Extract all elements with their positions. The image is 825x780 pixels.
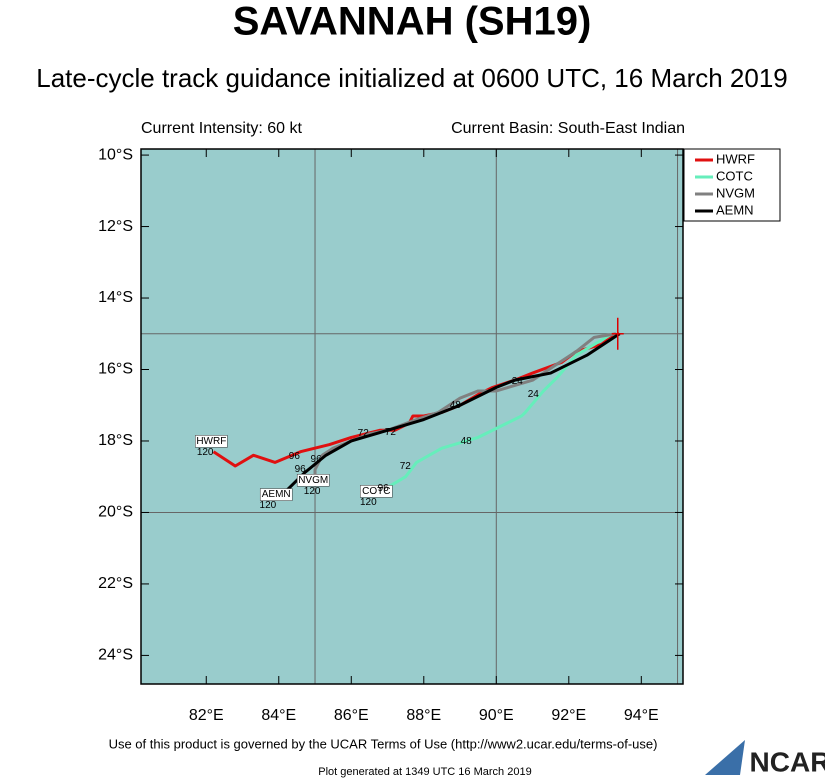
track-line <box>212 332 617 468</box>
y-tick-label: 20°S <box>98 504 133 521</box>
model-label: HWRF <box>196 436 226 447</box>
hour-label: 24 <box>512 376 524 387</box>
track-line <box>379 332 614 493</box>
model-label: AEMN <box>262 489 291 500</box>
y-tick-label: 24°S <box>98 647 133 664</box>
model-label: COTC <box>362 486 390 497</box>
legend-label: COTC <box>716 168 753 183</box>
y-tick-label: 14°S <box>98 289 133 306</box>
legend: HWRF COTC NVGM AEMN <box>683 148 781 222</box>
logo-text: NCAR <box>750 746 825 777</box>
hour-label: 120 <box>260 500 277 511</box>
label-box <box>360 485 393 498</box>
logo: NCAR <box>705 740 825 777</box>
hour-label: 120 <box>360 497 377 508</box>
logo-shape <box>705 740 745 775</box>
hour-label: 96 <box>289 451 301 462</box>
hour-label: 48 <box>461 436 473 447</box>
chart-subtitle: Late-cycle track guidance initialized at… <box>36 63 788 93</box>
info-left: Current Intensity: 60 kt <box>141 120 303 137</box>
label-box <box>296 474 330 487</box>
x-tick-label: 82°E <box>189 707 224 724</box>
hour-label: 72 <box>358 428 370 439</box>
y-tick-label: 22°S <box>98 575 133 592</box>
info-right: Current Basin: South-East Indian <box>451 120 685 137</box>
y-tick-label: 12°S <box>98 218 133 235</box>
legend-label: HWRF <box>716 151 755 166</box>
hour-label: 72 <box>385 427 397 438</box>
x-tick-label: 92°E <box>551 707 586 724</box>
legend-label: AEMN <box>716 202 754 217</box>
generated-note: Plot generated at 1349 UTC 16 March 2019 <box>318 766 531 778</box>
hour-label: 48 <box>450 400 462 411</box>
x-tick-label: 90°E <box>479 707 514 724</box>
model-label: NVGM <box>298 475 328 486</box>
track-line <box>277 332 621 500</box>
x-tick-label: 88°E <box>406 707 441 724</box>
footer: Use of this product is governed by the U… <box>109 736 658 751</box>
label-box <box>259 488 293 501</box>
y-tick-label: 16°S <box>98 361 133 378</box>
hour-label: 72 <box>400 461 412 472</box>
chart-title: SAVANNAH (SH19) <box>233 0 592 44</box>
hour-label: 120 <box>197 447 214 458</box>
legend-label: NVGM <box>716 185 755 200</box>
y-tick-label: 10°S <box>98 146 133 163</box>
plot-border <box>140 148 684 685</box>
label-box <box>195 435 228 448</box>
y-tick-label: 18°S <box>98 432 133 449</box>
hour-label: 96 <box>295 464 307 475</box>
hour-label: 24 <box>528 389 540 400</box>
x-tick-label: 86°E <box>334 707 369 724</box>
hour-label: 96 <box>311 454 323 465</box>
hour-label: 120 <box>304 486 321 497</box>
x-tick-label: 84°E <box>261 707 296 724</box>
x-tick-label: 94°E <box>624 707 659 724</box>
hour-label: 96 <box>378 483 390 494</box>
